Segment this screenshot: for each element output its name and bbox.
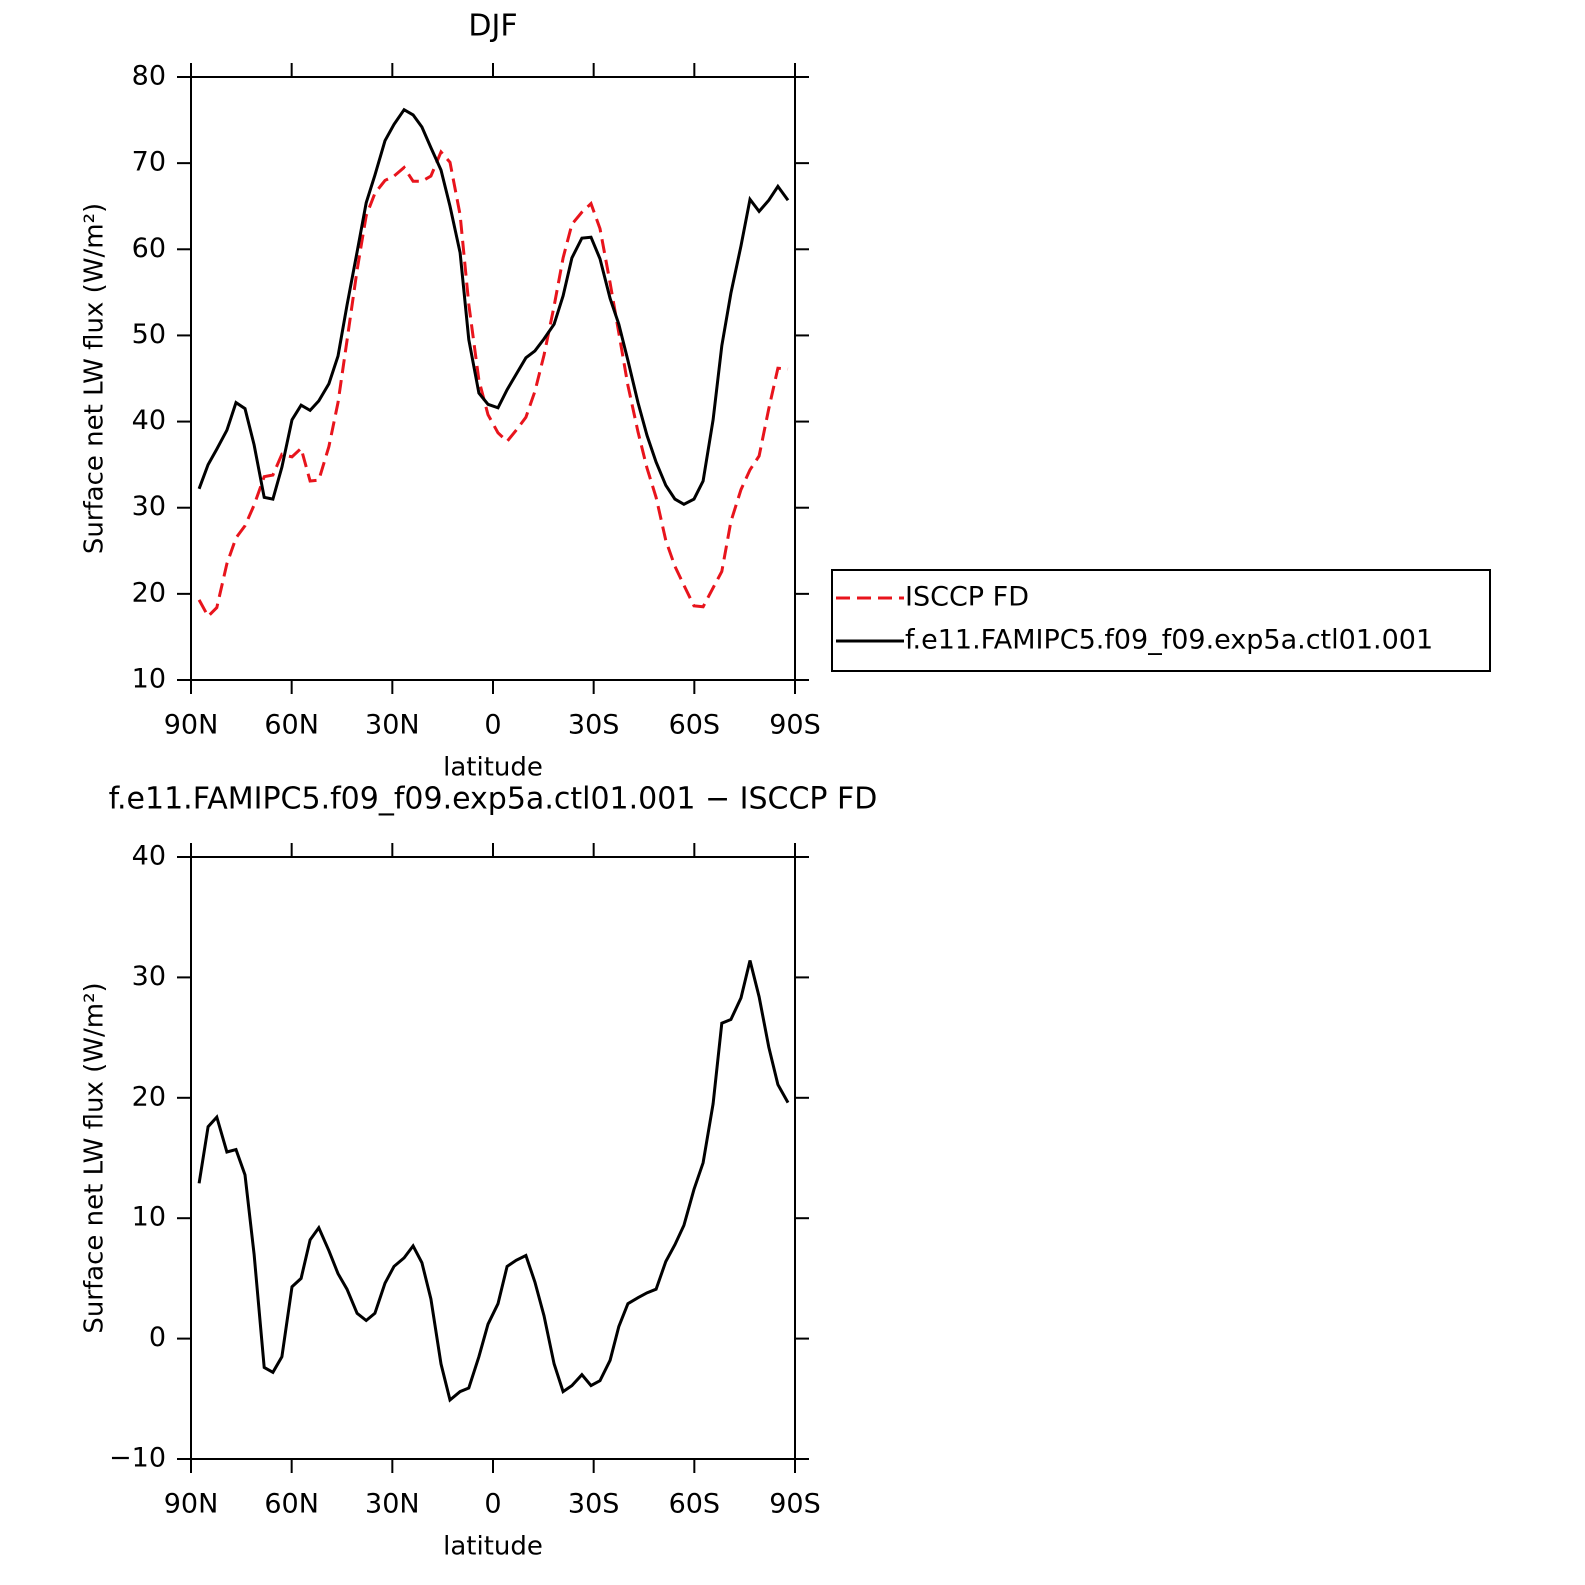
x-tick-label: 30S: [568, 710, 620, 741]
x-tick-label: 60S: [669, 710, 721, 741]
data-line: [197, 149, 789, 619]
legend-box: [831, 569, 1491, 672]
x-tick-label: 90S: [769, 1489, 821, 1520]
x-tick-label: 0: [484, 710, 501, 741]
x-tick-label: 0: [484, 1489, 501, 1520]
x-axis-label: latitude: [443, 753, 543, 783]
y-axis-label: Surface net LW flux (W/m²): [80, 203, 110, 554]
plot-frame: [190, 856, 796, 1460]
y-tick-label: 0: [149, 1322, 166, 1353]
y-tick-label: 60: [132, 233, 166, 264]
y-tick-label: 40: [132, 405, 166, 436]
x-tick-label: 60S: [669, 1489, 721, 1520]
data-line: [197, 960, 790, 1403]
legend-label: f.e11.FAMIPC5.f09_f09.exp5a.ctl01.001: [905, 625, 1433, 656]
chart-title: f.e11.FAMIPC5.f09_f09.exp5a.ctl01.001 − …: [109, 782, 878, 817]
y-tick-label: −10: [109, 1443, 166, 1474]
y-tick-label: 70: [132, 147, 166, 178]
x-tick-label: 90N: [164, 1489, 219, 1520]
y-tick-label: 10: [132, 664, 166, 695]
x-tick-label: 90N: [164, 710, 219, 741]
legend-label: ISCCP FD: [905, 582, 1029, 613]
x-tick-label: 60N: [264, 1489, 319, 1520]
y-tick-label: 50: [132, 319, 166, 350]
x-tick-label: 30S: [568, 1489, 620, 1520]
x-tick-label: 30N: [365, 710, 420, 741]
y-axis-label: Surface net LW flux (W/m²): [80, 982, 110, 1333]
y-tick-label: 40: [132, 841, 166, 872]
data-line: [197, 107, 790, 507]
y-tick-label: 10: [132, 1202, 166, 1233]
y-tick-label: 20: [132, 577, 166, 608]
x-tick-label: 30N: [365, 1489, 420, 1520]
y-tick-label: 30: [132, 491, 166, 522]
chart-title: DJF: [468, 9, 517, 44]
y-tick-label: 30: [132, 961, 166, 992]
plot-frame: [190, 76, 796, 681]
x-axis-label: latitude: [443, 1532, 543, 1562]
x-tick-label: 90S: [769, 710, 821, 741]
y-tick-label: 80: [132, 61, 166, 92]
x-tick-label: 60N: [264, 710, 319, 741]
y-tick-label: 20: [132, 1081, 166, 1112]
